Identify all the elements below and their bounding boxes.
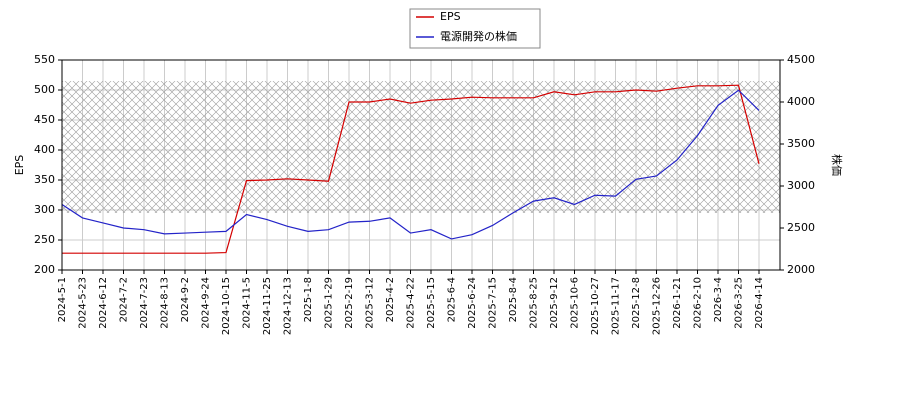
legend-box xyxy=(409,8,541,49)
x-tick-label: 2025-10-6 xyxy=(570,277,581,329)
y2-axis-label: 株価 xyxy=(830,154,844,176)
x-tick-label: 2024-11-25 xyxy=(262,277,273,335)
y-tick-label: 550 xyxy=(34,53,55,66)
y-tick-label: 350 xyxy=(34,173,55,186)
x-tick-label: 2025-10-27 xyxy=(590,277,601,335)
series-line xyxy=(62,84,760,254)
x-tick-label: 2025-4-2 xyxy=(385,277,396,322)
x-tick-label: 2024-9-2 xyxy=(180,277,191,322)
legend-label: 電源開発の株価 xyxy=(440,29,517,43)
legend xyxy=(409,8,541,49)
y-tick-label: 500 xyxy=(34,83,55,96)
x-tick-label: 2025-12-26 xyxy=(652,277,663,335)
y2-tick-label: 3500 xyxy=(787,137,815,150)
y2-tick-label: 2000 xyxy=(787,263,815,276)
y2-tick-label: 3000 xyxy=(787,179,815,192)
x-tick-label: 2024-8-13 xyxy=(160,277,171,329)
x-tick-label: 2024-12-13 xyxy=(283,277,294,335)
x-tick-label: 2025-4-22 xyxy=(406,277,417,329)
x-tick-label: 2024-7-23 xyxy=(139,277,150,329)
x-tick-label: 2024-9-24 xyxy=(201,277,212,329)
x-tick-label: 2025-9-12 xyxy=(549,277,560,329)
series-line xyxy=(61,89,760,240)
x-tick-label: 2025-1-8 xyxy=(303,277,314,322)
x-tick-label: 2026-1-21 xyxy=(672,277,683,329)
series xyxy=(61,84,760,254)
hatched-band xyxy=(62,81,780,213)
x-tick-label: 2025-5-15 xyxy=(426,277,437,329)
x-tick-label: 2026-4-14 xyxy=(754,277,765,329)
x-tick-label: 2024-5-23 xyxy=(78,277,89,329)
x-tick-label: 2025-6-24 xyxy=(467,277,478,329)
y2-tick-label: 2500 xyxy=(787,221,815,234)
x-tick-label: 2025-7-15 xyxy=(488,277,499,329)
x-tick-label: 2025-6-4 xyxy=(447,277,458,322)
y-axis-label: EPS xyxy=(13,155,26,176)
x-tick-label: 2025-8-4 xyxy=(508,277,519,322)
y-tick-label: 400 xyxy=(34,143,55,156)
x-tick-label: 2024-10-15 xyxy=(221,277,232,335)
y2-tick-label: 4000 xyxy=(787,95,815,108)
y-tick-label: 450 xyxy=(34,113,55,126)
plot-frame xyxy=(61,59,781,271)
y2-tick-label: 4500 xyxy=(787,53,815,66)
x-tick-label: 2026-3-4 xyxy=(713,277,724,322)
x-tick-label: 2025-1-29 xyxy=(324,277,335,329)
legend-label: EPS xyxy=(440,10,461,23)
y-tick-label: 200 xyxy=(34,263,55,276)
x-tick-label: 2024-5-1 xyxy=(57,277,68,322)
x-tick-label: 2025-11-17 xyxy=(611,277,622,335)
x-tick-label: 2025-8-25 xyxy=(529,277,540,329)
x-tick-label: 2024-7-2 xyxy=(119,277,130,322)
x-tick-label: 2026-3-25 xyxy=(734,277,745,329)
x-tick-label: 2024-11-5 xyxy=(242,277,253,329)
x-tick-label: 2025-3-12 xyxy=(365,277,376,329)
x-tick-label: 2025-12-8 xyxy=(631,277,642,329)
y-tick-label: 300 xyxy=(34,203,55,216)
x-tick-label: 2025-2-19 xyxy=(344,277,355,329)
y-tick-label: 250 xyxy=(34,233,55,246)
x-tick-label: 2026-2-10 xyxy=(693,277,704,329)
x-tick-label: 2024-6-12 xyxy=(98,277,109,329)
